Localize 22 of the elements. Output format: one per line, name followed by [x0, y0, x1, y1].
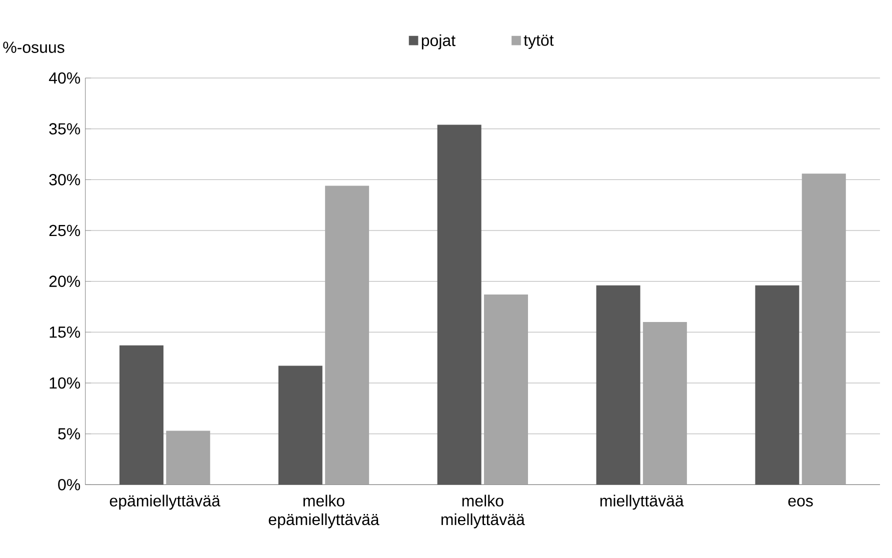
- y-tick-label: 25%: [49, 224, 80, 236]
- x-tick-label: epämiellyttävää: [110, 494, 220, 510]
- x-tick-label: melko miellyttävää: [441, 494, 525, 528]
- y-axis-title: %-osuus: [3, 42, 64, 53]
- y-tick-label: 20%: [49, 276, 80, 287]
- y-tick-label: 30%: [49, 174, 80, 186]
- y-tick-label: 35%: [49, 123, 80, 134]
- y-tick-label: 5%: [58, 428, 80, 440]
- x-tick-label: eos: [788, 498, 813, 506]
- y-tick-label: 40%: [48, 72, 80, 84]
- bar: [596, 285, 640, 485]
- y-tick-label: 10%: [50, 377, 80, 389]
- bar: [755, 285, 800, 485]
- bar: [278, 366, 322, 485]
- bar: [437, 124, 482, 485]
- y-tick-label: 0%: [58, 479, 80, 490]
- legend-label: tytöt: [524, 34, 554, 50]
- bar: [119, 345, 164, 485]
- x-tick-label: melko epämiellyttävää: [268, 494, 380, 528]
- legend-label: pojat: [422, 34, 456, 50]
- y-tick-label: 15%: [50, 326, 80, 338]
- x-tick-label: miellyttävää: [600, 494, 684, 510]
